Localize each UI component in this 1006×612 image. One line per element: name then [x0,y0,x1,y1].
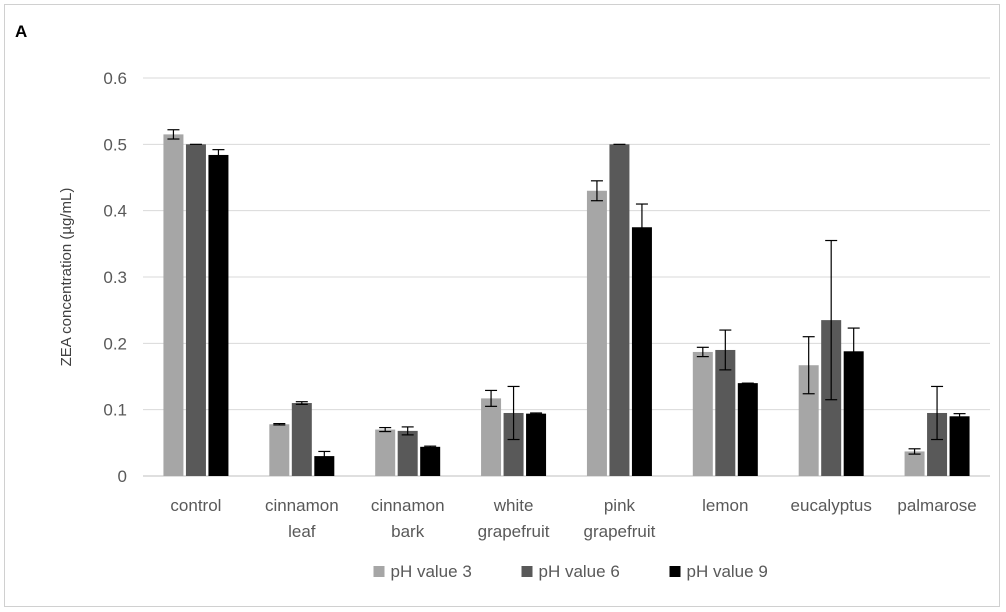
category-label: control [170,496,221,515]
bar [208,154,229,477]
category-label: lemon [702,496,748,515]
legend-item: pH value 6 [521,562,620,581]
bar [843,351,864,476]
bar [163,134,184,476]
error-bar [401,426,414,436]
chart-frame: A 0 0.1 0.2 0.3 0.4 0.5 0.6 ZEA concentration … [4,4,1000,607]
bar [503,412,524,476]
legend-label: pH value 3 [391,562,472,581]
error-bar [212,149,225,161]
legend-swatch [521,566,533,577]
y-tick-label: 0.6 [103,69,127,88]
bar [927,412,948,476]
error-bars [167,129,966,462]
bar [481,398,502,476]
y-tick-label: 0.4 [103,202,127,221]
error-bar [273,422,286,426]
panel-label: A [15,22,27,41]
bar [737,383,758,476]
bar [291,403,312,476]
category-label: leaf [288,522,316,541]
error-bar [485,389,498,407]
error-bar [167,129,180,140]
bar [185,144,206,477]
error-bar [847,327,860,376]
error-bar [507,385,520,441]
error-bar [590,180,603,202]
category-label: bark [391,522,425,541]
error-bar [635,203,648,252]
error-bar [719,329,732,371]
category-label: grapefruit [478,522,550,541]
category-labels: control cinnamon leaf cinnamon bark white grap… [170,496,976,541]
bar [420,446,441,476]
category-label: pink [604,496,636,515]
error-bar [696,346,709,358]
error-bar [802,336,815,395]
error-bar [931,385,944,441]
bar [715,349,736,476]
y-axis-title: ZEA concentration (µg/mL) [58,188,75,367]
error-bar [953,413,966,420]
y-tick-label: 0.3 [103,268,127,287]
bar [375,429,396,476]
y-tick-labels: 0 0.1 0.2 0.3 0.4 0.5 0.6 [103,69,127,486]
y-tick-label: 0 [118,467,127,486]
legend: pH value 3 pH value 6 pH value 9 [373,562,768,581]
error-bar [295,401,308,405]
bar [397,430,418,476]
error-bar [530,412,543,415]
category-label: cinnamon [265,496,339,515]
bar [949,416,970,476]
bar [631,227,652,476]
category-label: palmarose [897,496,976,515]
bar-chart: A 0 0.1 0.2 0.3 0.4 0.5 0.6 ZEA concentration … [15,22,990,581]
legend-item: pH value 9 [669,562,768,581]
error-bar [379,426,392,433]
category-label: white [493,496,534,515]
bar [609,144,630,477]
error-bar [424,445,437,449]
legend-swatch [669,566,681,577]
y-tick-label: 0.1 [103,401,127,420]
bar [904,451,925,476]
bar [269,424,290,476]
category-label: eucalyptus [791,496,872,515]
bar [586,190,607,476]
gridlines [143,77,990,477]
y-tick-label: 0.5 [103,135,127,154]
error-bar [318,450,331,462]
y-tick-label: 0.2 [103,334,127,353]
legend-label: pH value 6 [539,562,620,581]
bar [526,413,547,476]
category-label: cinnamon [371,496,445,515]
error-bar [908,448,921,455]
legend-label: pH value 9 [687,562,768,581]
bar [798,365,819,476]
legend-item: pH value 3 [373,562,472,581]
category-label: grapefruit [584,522,656,541]
bar [692,351,713,476]
error-bar [825,239,838,401]
legend-swatch [373,566,385,577]
